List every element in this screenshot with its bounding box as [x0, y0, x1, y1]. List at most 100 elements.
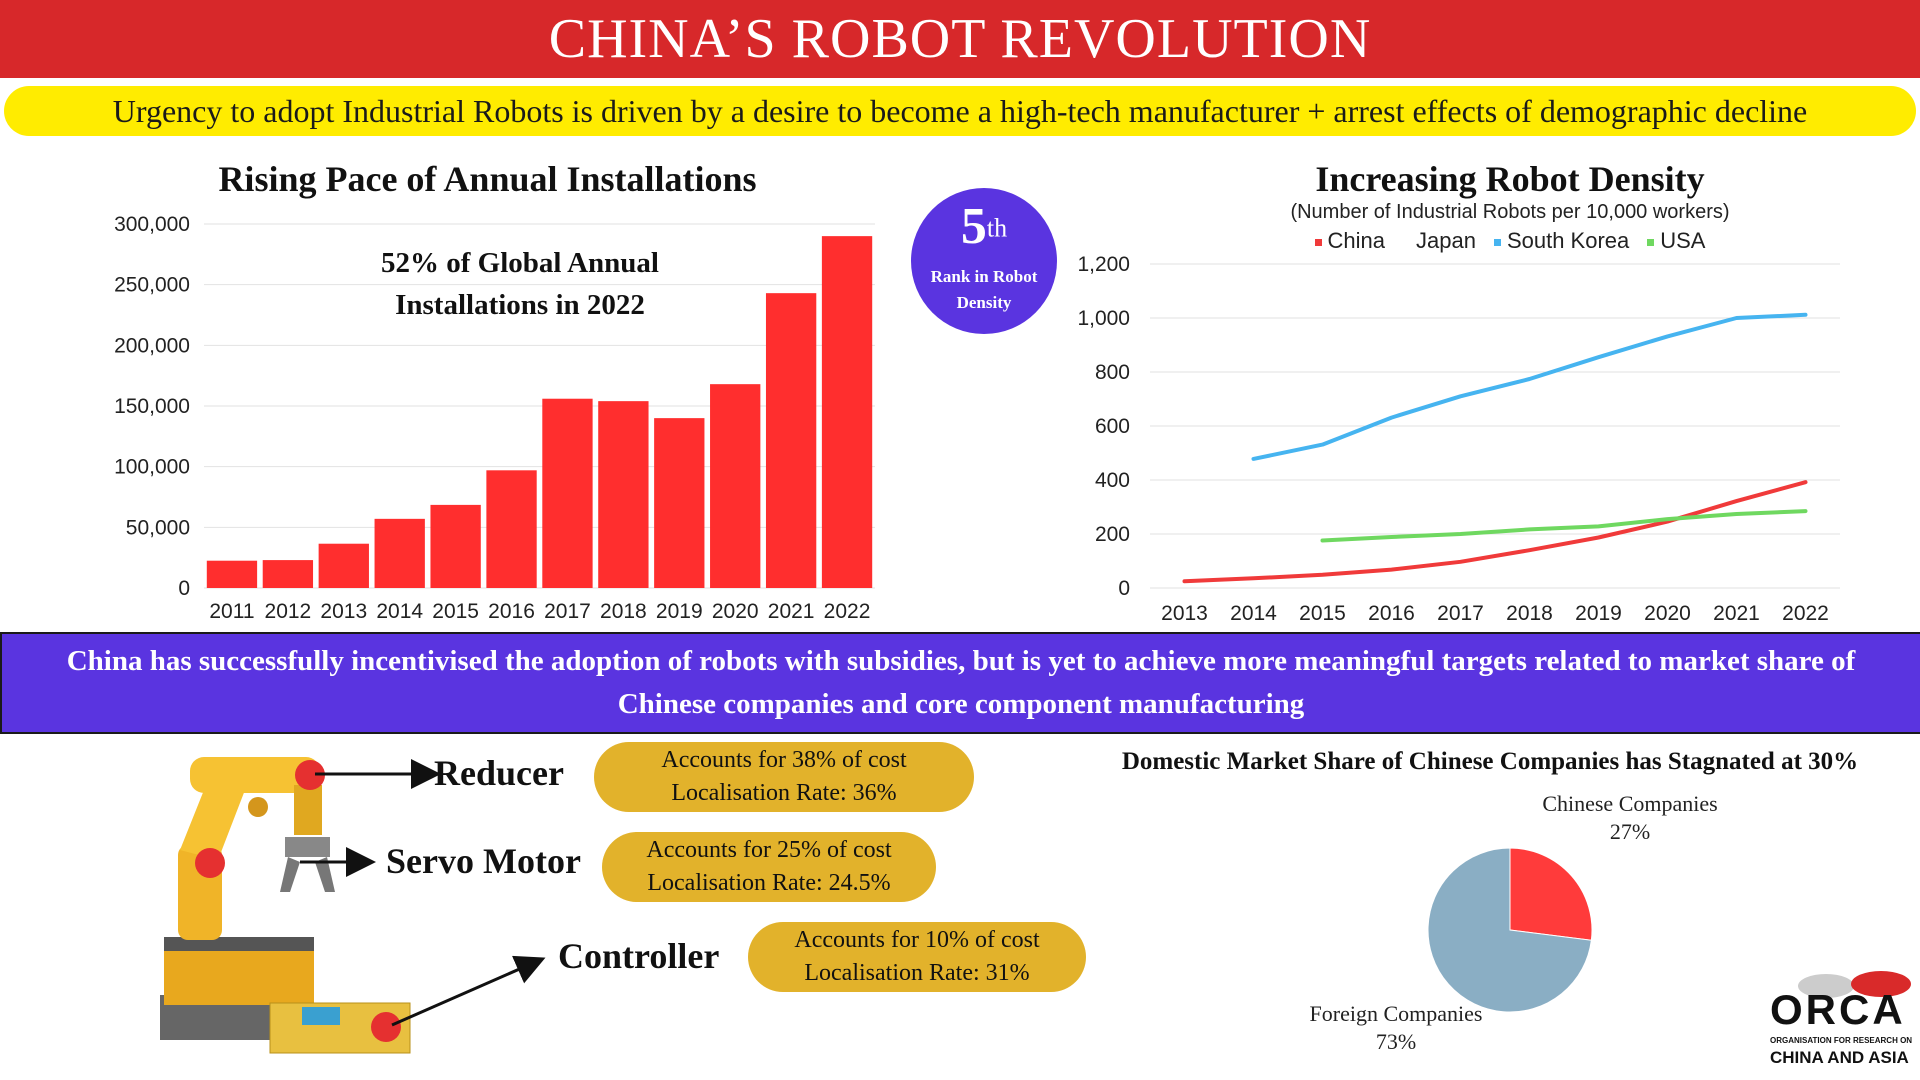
- bar-2016: [486, 470, 537, 588]
- robot-arm-illustration: [160, 757, 411, 1054]
- servo-joint-marker: [195, 848, 225, 878]
- reducer-info-pill: Accounts for 38% of cost Localisation Ra…: [594, 742, 974, 812]
- line-x-tick-label: 2016: [1368, 602, 1415, 625]
- component-label-servo-motor: Servo Motor: [386, 841, 581, 881]
- bar-x-tick-label: 2012: [265, 600, 312, 623]
- line-x-tick-label: 2022: [1782, 602, 1829, 625]
- line-x-tick-label: 2018: [1506, 602, 1553, 625]
- bar-y-tick-label: 50,000: [126, 516, 190, 539]
- bar-2019: [654, 418, 705, 588]
- banner-text: China has successfully incentivised the …: [66, 645, 1856, 720]
- bar-2017: [542, 398, 593, 588]
- legend-label: USA: [1660, 228, 1706, 253]
- line-y-tick-label: 1,000: [1077, 307, 1130, 330]
- logo-line2: CHINA AND ASIA: [1770, 1048, 1909, 1067]
- summary-banner: China has successfully incentivised the …: [0, 632, 1920, 734]
- logo-wordmark: ORCA: [1770, 986, 1906, 1033]
- world-map-icon: [1798, 971, 1911, 998]
- line-y-tick-label: 800: [1095, 361, 1130, 384]
- line-chart: 0 200 400 600 800 1,000 1,200 2013 2014 2015 2016 2…: [1077, 253, 1840, 625]
- line-y-tick-label: 400: [1095, 469, 1130, 492]
- bar-y-tick-label: 100,000: [114, 456, 190, 479]
- bar-x-tick-label: 2021: [768, 600, 815, 623]
- orca-logo: ORCA ORGANISATION FOR RESEARCH ON CHINA …: [1766, 968, 1916, 1078]
- title-bar: CHINA’S ROBOT REVOLUTION: [0, 0, 1920, 78]
- line-y-tick-label: 0: [1118, 577, 1130, 600]
- bar-x-tick-label: 2014: [376, 600, 423, 623]
- gripper-head: [285, 837, 330, 857]
- bar-2011: [206, 560, 258, 588]
- legend-item-usa: USA: [1647, 228, 1706, 253]
- bar-x-tick-label: 2011: [209, 600, 254, 623]
- bar-2022: [821, 236, 873, 588]
- logo-line1: ORGANISATION FOR RESEARCH ON: [1770, 1036, 1913, 1045]
- reducer-cost: Accounts for 38% of cost: [661, 747, 907, 773]
- line-x-tick-label: 2014: [1230, 602, 1277, 625]
- series-line-usa: [1320, 509, 1808, 543]
- line-x-tick-label: 2019: [1575, 602, 1622, 625]
- component-label-controller: Controller: [558, 936, 720, 976]
- bar-2012: [262, 560, 314, 588]
- legend-label: China: [1327, 228, 1385, 253]
- controller-info-pill: Accounts for 10% of cost Localisation Ra…: [748, 922, 1086, 992]
- pie-label-chinese-value: 27%: [1609, 819, 1651, 844]
- legend-label: South Korea: [1506, 228, 1630, 253]
- bar-x-tick-label: 2019: [656, 600, 703, 623]
- robot-forearm: [190, 757, 320, 793]
- line-y-tick-label: 200: [1095, 523, 1130, 546]
- line-y-tick-label: 600: [1095, 415, 1130, 438]
- legend-item-south-korea: South Korea: [1493, 228, 1630, 253]
- servo-info-pill: Accounts for 25% of cost Localisation Ra…: [602, 832, 936, 902]
- subtitle-bar: Urgency to adopt Industrial Robots is dr…: [4, 86, 1916, 136]
- legend-swatch: [1493, 238, 1501, 246]
- servo-cost: Accounts for 25% of cost: [646, 837, 892, 863]
- bar-x-tick-label: 2018: [600, 600, 647, 623]
- controller-localisation: Localisation Rate: 31%: [804, 960, 1030, 986]
- component-label-reducer: Reducer: [434, 753, 564, 793]
- robot-base: [164, 945, 314, 1005]
- bar-2018: [598, 401, 649, 588]
- bar-2021: [765, 293, 817, 588]
- line-x-tick-label: 2015: [1299, 602, 1346, 625]
- bar-x-tick-label: 2015: [432, 600, 479, 623]
- controller-marker: [371, 1012, 401, 1042]
- bar-chart: 0 50,000 100,000 150,000 200,000 250,000 300,0…: [114, 213, 875, 623]
- rank-badge: 5th Rank in Robot Density: [911, 188, 1057, 334]
- pie-slice-foreign-companies: [1427, 847, 1592, 1013]
- reducer-localisation: Localisation Rate: 36%: [671, 780, 897, 806]
- bar-x-tick-label: 2020: [712, 600, 759, 623]
- bar-2013: [318, 543, 369, 588]
- rank-text: Rank in Robot Density: [930, 267, 1038, 312]
- rank-number: 5: [960, 198, 987, 255]
- legend-label: Japan: [1415, 228, 1476, 253]
- pie-slice-chinese-companies: [1509, 847, 1593, 941]
- pie-label-foreign-name: Foreign Companies: [1309, 1001, 1483, 1026]
- robot-upper-arm: [180, 775, 245, 860]
- pie-label-chinese-name: Chinese Companies: [1542, 791, 1718, 816]
- bar-2020: [710, 384, 761, 588]
- bar-y-tick-label: 200,000: [114, 334, 190, 357]
- page-subtitle: Urgency to adopt Industrial Robots is dr…: [112, 92, 1808, 129]
- line-chart-subtitle: (Number of Industrial Robots per 10,000 …: [1290, 201, 1730, 223]
- page-title: CHINA’S ROBOT REVOLUTION: [548, 8, 1372, 70]
- bar-chart-annotation: 52% of Global Annual Installations in 20…: [381, 247, 659, 321]
- pie-chart: [1427, 847, 1593, 1013]
- bar-chart-title: Rising Pace of Annual Installations: [218, 159, 757, 199]
- component-arrows: [300, 759, 546, 1027]
- legend-item-japan: Japan: [1402, 228, 1476, 253]
- line-x-tick-label: 2021: [1713, 602, 1760, 625]
- line-x-tick-label: 2017: [1437, 602, 1484, 625]
- line-y-tick-label: 1,200: [1077, 253, 1130, 276]
- series-line-south-korea: [1251, 312, 1808, 461]
- pie-label-chinese: Chinese Companies 27%: [1520, 790, 1740, 846]
- line-x-tick-label: 2013: [1161, 602, 1208, 625]
- controller-arrow: [391, 955, 546, 1027]
- legend-item-china: China: [1314, 228, 1385, 253]
- series-line-china: [1182, 480, 1808, 584]
- legend-swatch: [1402, 238, 1410, 246]
- robot-base-ring: [164, 937, 314, 951]
- controller-screen: [302, 1007, 340, 1025]
- bar-x-tick-label: 2013: [320, 600, 367, 623]
- bar-x-tick-label: 2022: [824, 600, 871, 623]
- gripper-claws: [280, 857, 335, 892]
